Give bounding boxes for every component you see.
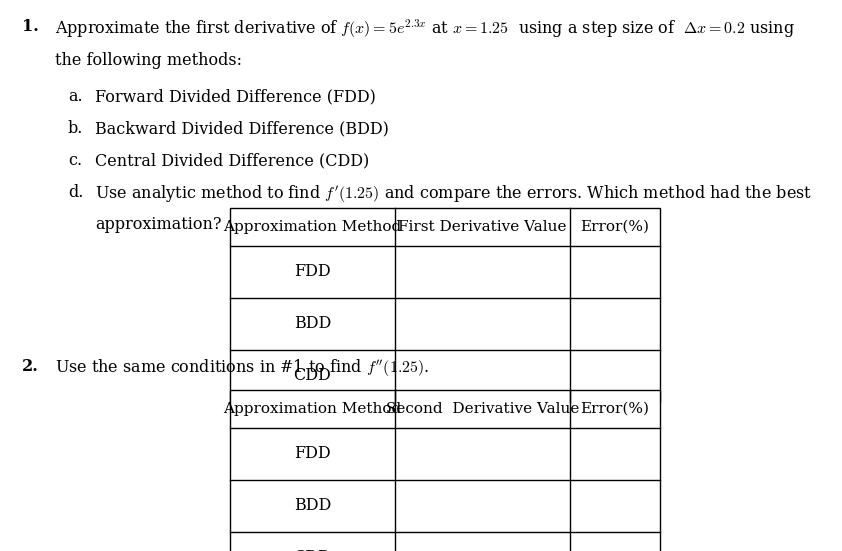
Text: BDD: BDD xyxy=(294,316,331,332)
Bar xyxy=(230,390,660,551)
Text: First Derivative Value: First Derivative Value xyxy=(398,220,567,234)
Text: Use analytic method to find $f'(1.25)$ and compare the errors. Which method had : Use analytic method to find $f'(1.25)$ a… xyxy=(95,184,812,205)
Text: FDD: FDD xyxy=(294,446,331,462)
Text: Approximation Method: Approximation Method xyxy=(223,402,402,416)
Text: c.: c. xyxy=(68,152,83,169)
Text: Use the same conditions in #1 to find $f''(1.25)$.: Use the same conditions in #1 to find $f… xyxy=(55,358,429,379)
Text: the following methods:: the following methods: xyxy=(55,52,242,69)
Text: FDD: FDD xyxy=(294,263,331,280)
Text: Error(%): Error(%) xyxy=(580,220,649,234)
Text: 1.: 1. xyxy=(22,18,39,35)
Text: BDD: BDD xyxy=(294,498,331,515)
Text: 2.: 2. xyxy=(22,358,39,375)
Text: Backward Divided Difference (BDD): Backward Divided Difference (BDD) xyxy=(95,120,389,137)
Text: Forward Divided Difference (FDD): Forward Divided Difference (FDD) xyxy=(95,88,376,105)
Text: Approximate the first derivative of $f(x) = 5e^{2.3x}$ at $x = 1.25$  using a st: Approximate the first derivative of $f(x… xyxy=(55,18,795,40)
Bar xyxy=(230,208,660,402)
Text: CDD: CDD xyxy=(294,549,332,551)
Text: d.: d. xyxy=(68,184,83,201)
Text: b.: b. xyxy=(68,120,83,137)
Text: Second  Derivative Value: Second Derivative Value xyxy=(386,402,579,416)
Text: Central Divided Difference (CDD): Central Divided Difference (CDD) xyxy=(95,152,370,169)
Text: CDD: CDD xyxy=(294,368,332,385)
Text: a.: a. xyxy=(68,88,83,105)
Text: Approximation Method: Approximation Method xyxy=(223,220,402,234)
Text: approximation?: approximation? xyxy=(95,216,221,233)
Text: Error(%): Error(%) xyxy=(580,402,649,416)
